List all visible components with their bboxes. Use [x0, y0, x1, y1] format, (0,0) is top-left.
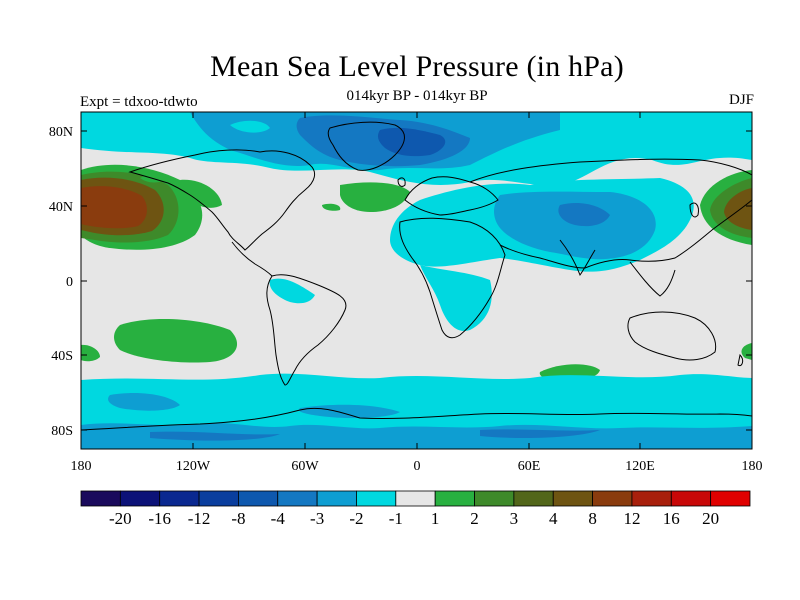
colorbar-label: 2: [470, 509, 479, 528]
asia-blue-region: [494, 191, 656, 260]
central-america-coast: [231, 241, 273, 277]
x-tick-label: 180: [742, 459, 763, 474]
x-tick-label: 180: [71, 459, 92, 474]
x-tick-label: 120E: [625, 459, 655, 474]
colorbar-label: -12: [188, 509, 211, 528]
colorbar-label: 16: [663, 509, 680, 528]
x-tick-label: 60W: [291, 459, 319, 474]
africa-cyan-region: [420, 265, 492, 331]
colorbar-swatch: [356, 490, 397, 507]
colorbar-swatch: [80, 490, 121, 507]
colorbar-swatch: [159, 490, 200, 507]
axis-ticks: [80, 112, 753, 449]
greenland-core-region: [377, 127, 446, 157]
colorbar-labels: -20 -16 -12 -8 -4 -3 -2 -1 1 2 3 4 8 12 16 20: [109, 509, 719, 528]
asia-core-region: [558, 203, 610, 227]
india-coast: [559, 239, 596, 277]
colorbar-swatch: [395, 490, 436, 507]
y-tick-label: 80N: [49, 125, 73, 140]
west-edge-green: [81, 344, 100, 362]
colorbar-swatch: [238, 490, 279, 507]
colorbar-label: -2: [349, 509, 363, 528]
japan-coast: [689, 202, 699, 218]
greenland-coast: [327, 121, 405, 171]
colorbar-swatch: [552, 490, 593, 507]
north-america-coast: [128, 149, 316, 251]
chart-subtitle: 014kyr BP - 014kyr BP: [346, 88, 488, 104]
antarctica-coast: [81, 407, 752, 431]
asia-coast: [469, 158, 752, 269]
south-america-coast: [266, 274, 347, 386]
se-asia-coast: [629, 261, 676, 297]
experiment-label: Expt = tdxoo-tdwto: [80, 94, 198, 110]
colorbar-swatch: [710, 490, 751, 507]
south-america-cyan-region: [269, 278, 315, 304]
colorbar-swatch: [670, 490, 712, 507]
colorbar-swatch: [474, 490, 515, 507]
y-tick-label: 0: [66, 275, 73, 290]
x-tick-labels: 180 120W 60W 0 60E 120E 180: [71, 459, 763, 474]
colorbar-label: 8: [588, 509, 597, 528]
pacific-core-region: [81, 186, 147, 229]
southern-ocean-blue-1: [108, 393, 180, 411]
arctic-cyan-patch: [230, 120, 270, 133]
colorbar-label: 20: [702, 509, 719, 528]
colorbar-label: -8: [231, 509, 245, 528]
colorbar-label: -4: [271, 509, 286, 528]
colorbar-label: -1: [389, 509, 403, 528]
north-pacific-green-patch: [140, 173, 168, 183]
europe-coast: [404, 176, 499, 216]
season-label: DJF: [728, 92, 754, 108]
uk-coast: [397, 177, 406, 187]
antarctic-blue-2: [150, 431, 280, 441]
colorbar-label: 12: [623, 509, 640, 528]
colorbar-swatch: [513, 490, 554, 507]
colorbar-swatch: [316, 490, 357, 507]
colorbar-label: 1: [431, 509, 440, 528]
central-atlantic-green: [322, 203, 341, 211]
australia-coast: [627, 311, 717, 361]
north-atlantic-green: [340, 182, 410, 212]
colorbar-swatch: [198, 490, 239, 507]
antarctic-blue-3: [480, 429, 600, 438]
east-edge-brown: [724, 188, 752, 230]
colorbar-swatch: [592, 490, 633, 507]
colorbar-label: -20: [109, 509, 132, 528]
antarctic-blue-1: [81, 423, 752, 449]
y-tick-labels: 80N 40N 0 40S 80S: [49, 125, 73, 439]
colorbar-label: 4: [549, 509, 558, 528]
east-edge-green-south: [741, 343, 752, 360]
x-tick-label: 60E: [518, 459, 541, 474]
colorbar-label: -3: [310, 509, 324, 528]
colorbar-swatch: [434, 490, 475, 507]
africa-coast: [399, 217, 506, 339]
contour-field: [81, 112, 752, 449]
colorbar-label: -16: [148, 509, 171, 528]
chart-title: Mean Sea Level Pressure (in hPa): [210, 50, 624, 83]
coastlines: [81, 121, 752, 431]
y-tick-label: 80S: [51, 424, 73, 439]
southern-ocean-blue-2: [299, 404, 400, 419]
x-tick-label: 120W: [176, 459, 211, 474]
y-tick-label: 40S: [51, 349, 73, 364]
y-tick-label: 40N: [49, 200, 73, 215]
na-green-patch: [180, 179, 222, 208]
colorbar-swatch: [119, 490, 161, 507]
south-pacific-green: [114, 318, 238, 363]
colorbar-swatch: [277, 490, 318, 507]
colorbar-label: 3: [510, 509, 519, 528]
new-zealand-coast: [737, 353, 744, 367]
colorbar: [80, 490, 751, 507]
colorbar-swatch: [631, 490, 672, 507]
x-tick-label: 0: [414, 459, 421, 474]
